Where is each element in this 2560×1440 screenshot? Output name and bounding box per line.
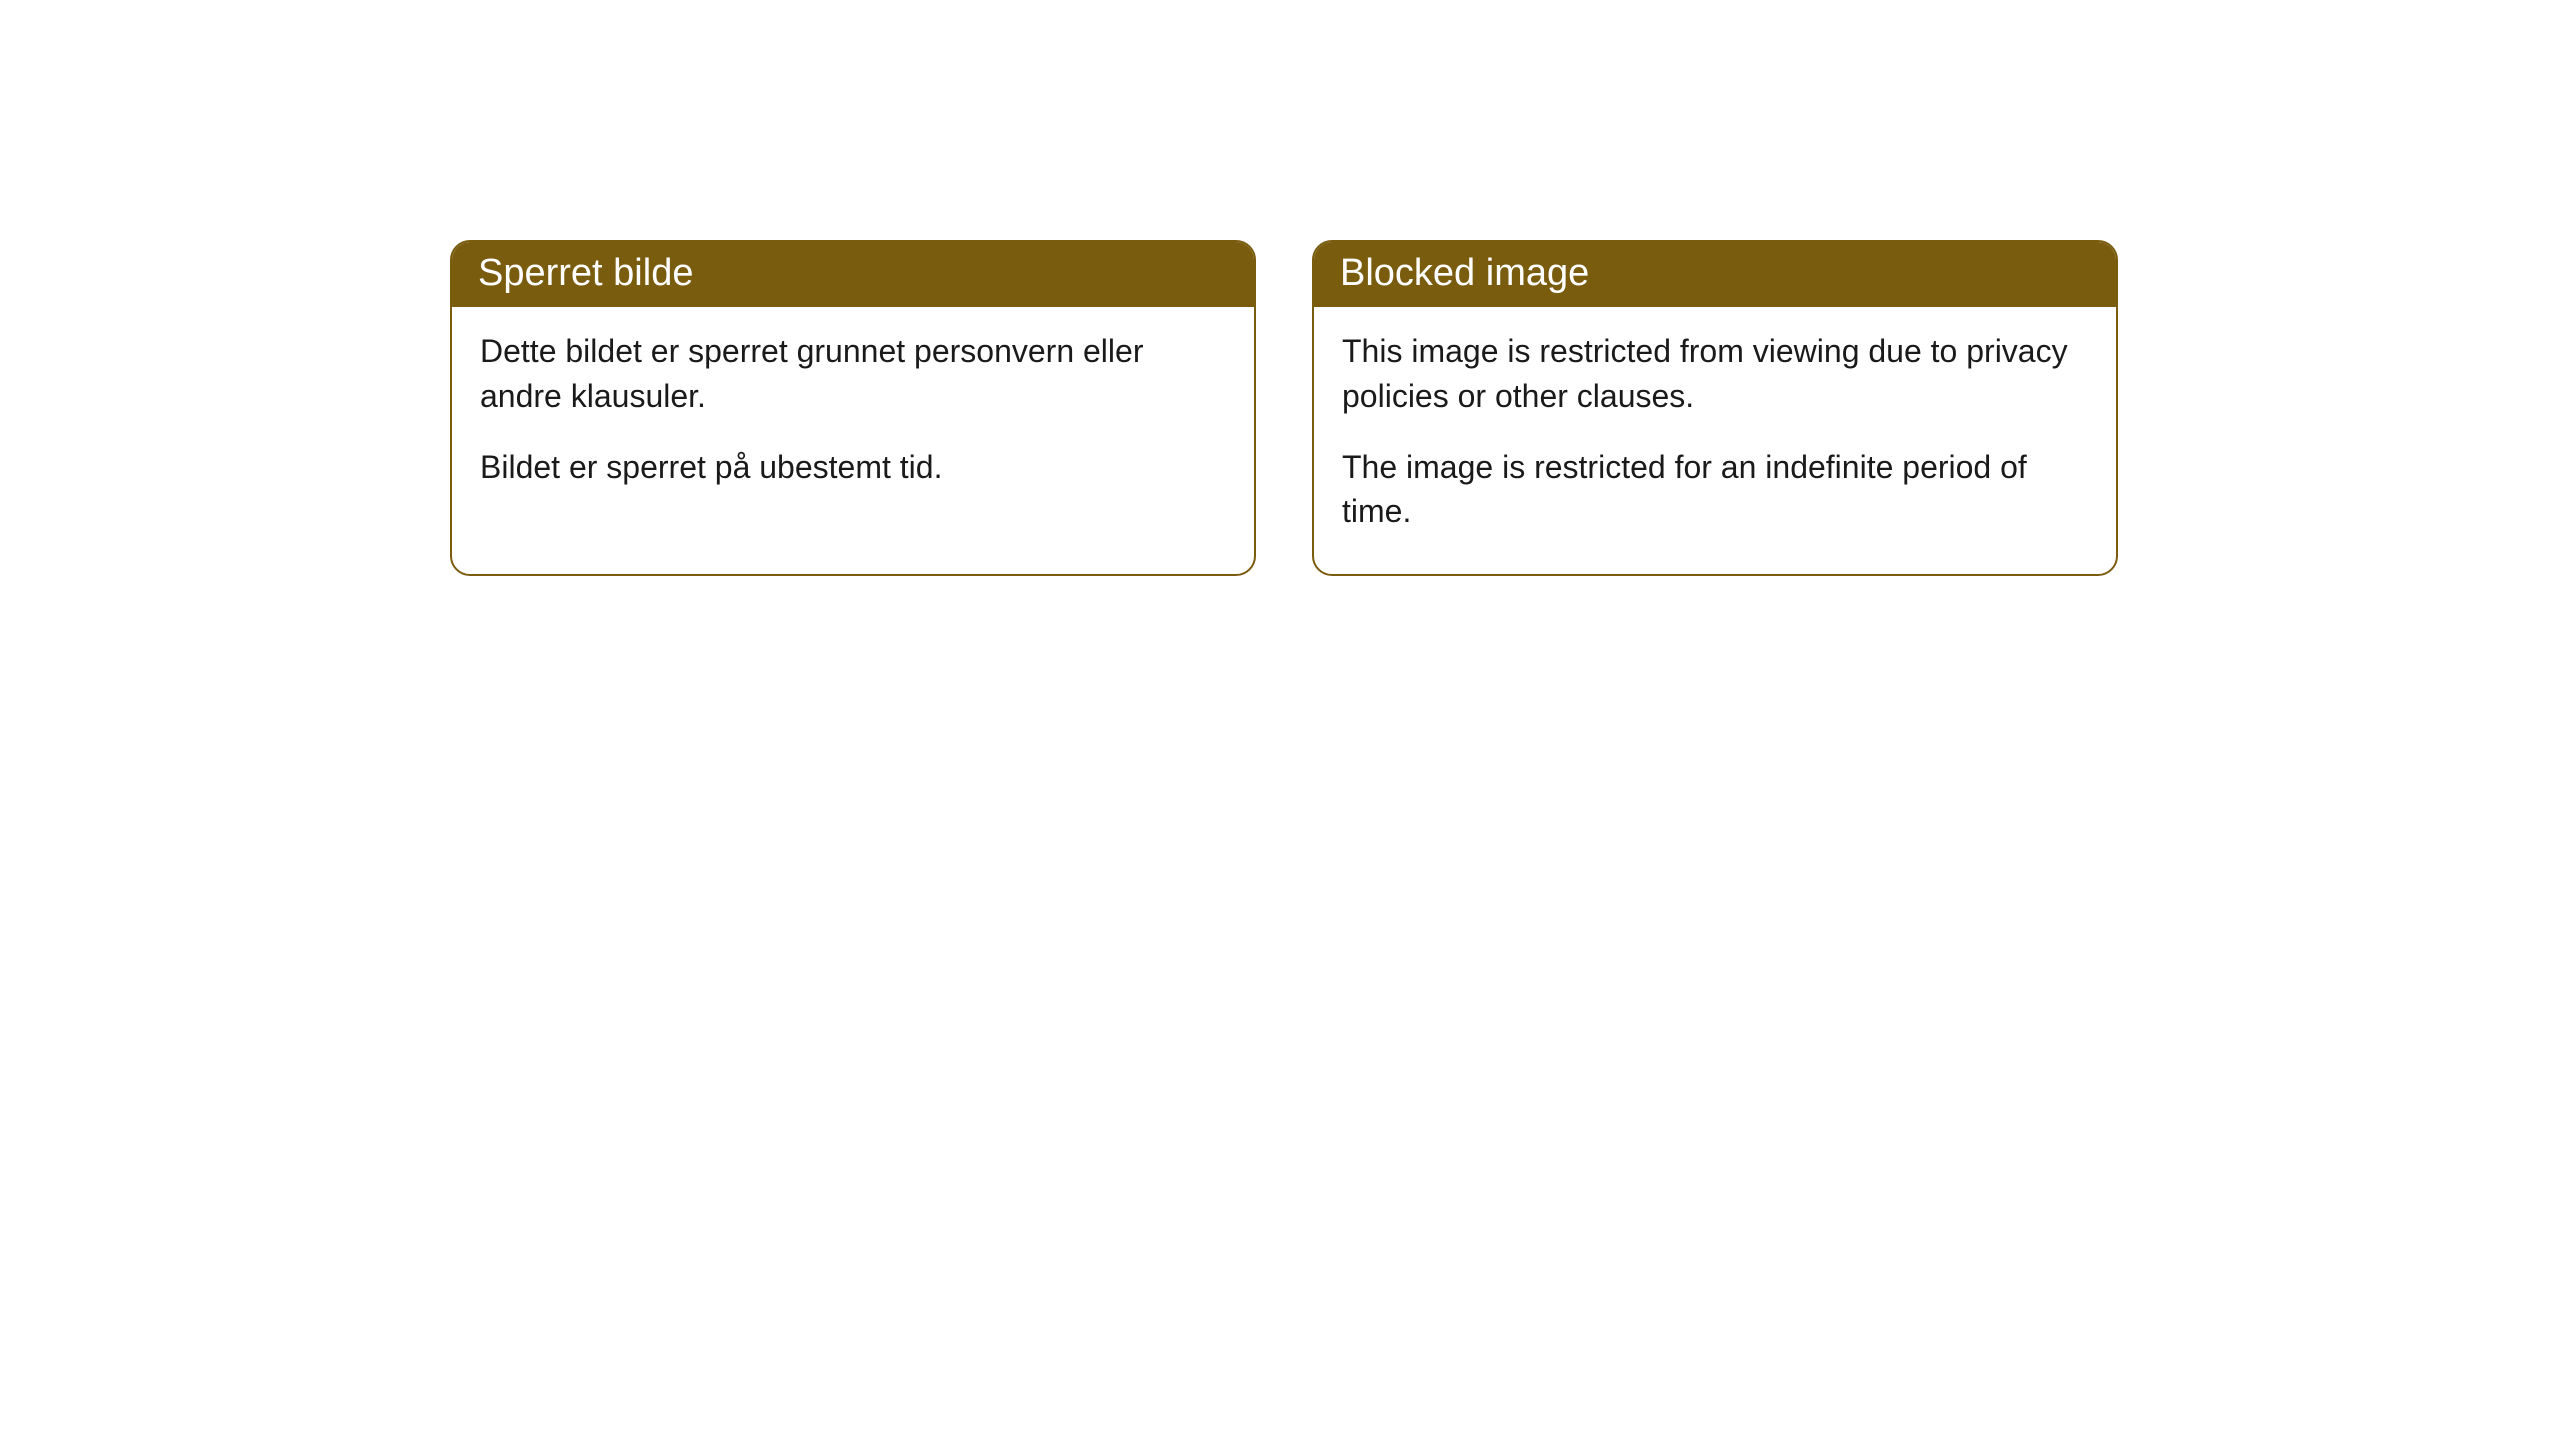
card-header-english: Blocked image xyxy=(1314,242,2116,307)
card-body-english: This image is restricted from viewing du… xyxy=(1314,307,2116,574)
card-paragraph: This image is restricted from viewing du… xyxy=(1342,329,2088,419)
card-paragraph: The image is restricted for an indefinit… xyxy=(1342,445,2088,535)
card-body-norwegian: Dette bildet er sperret grunnet personve… xyxy=(452,307,1254,529)
card-paragraph: Dette bildet er sperret grunnet personve… xyxy=(480,329,1226,419)
card-paragraph: Bildet er sperret på ubestemt tid. xyxy=(480,445,1226,490)
notice-cards-container: Sperret bilde Dette bildet er sperret gr… xyxy=(450,240,2118,576)
blocked-image-card-norwegian: Sperret bilde Dette bildet er sperret gr… xyxy=(450,240,1256,576)
blocked-image-card-english: Blocked image This image is restricted f… xyxy=(1312,240,2118,576)
card-title: Sperret bilde xyxy=(478,252,693,294)
card-title: Blocked image xyxy=(1340,252,1589,294)
card-header-norwegian: Sperret bilde xyxy=(452,242,1254,307)
